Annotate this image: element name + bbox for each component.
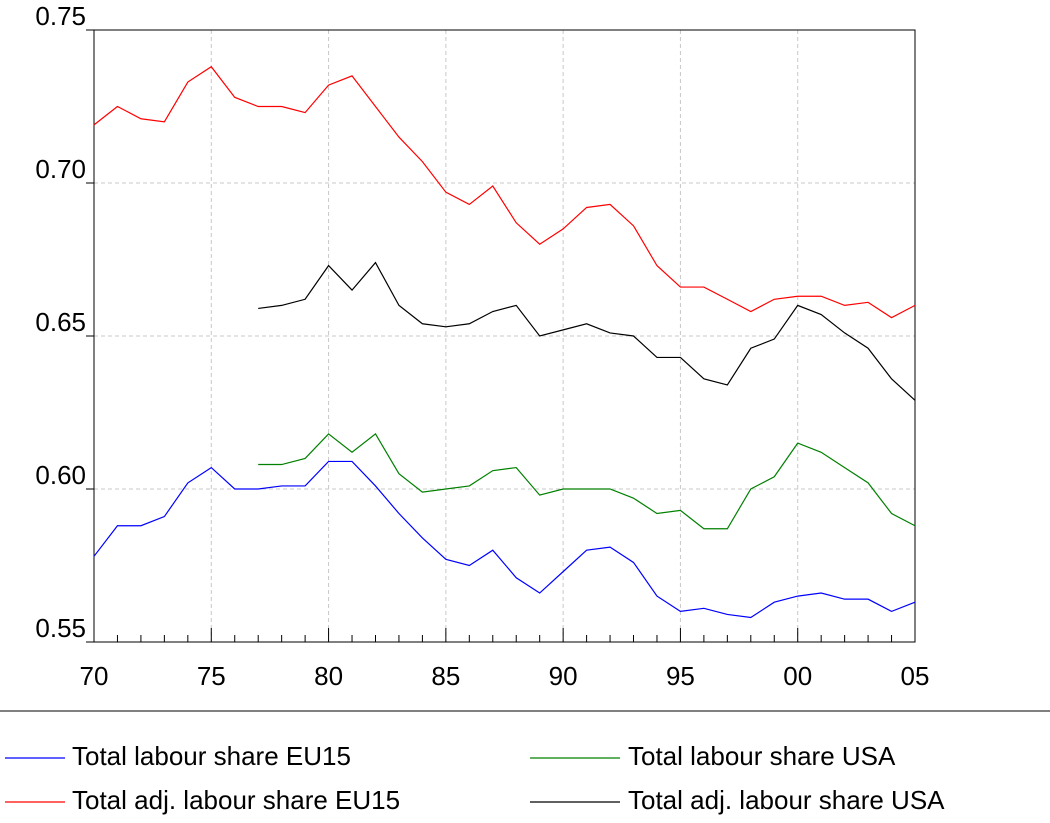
legend-label: Total labour share EU15 [72, 741, 351, 771]
y-tick-label: 0.60 [35, 460, 86, 490]
x-tick-label: 70 [80, 661, 109, 691]
plot-frame [93, 29, 916, 643]
y-tick-label: 0.55 [35, 613, 86, 643]
legend-label: Total adj. labour share USA [628, 785, 945, 815]
series-line [93, 65, 916, 319]
x-tick-label: 95 [666, 661, 695, 691]
legend-label: Total adj. labour share EU15 [72, 785, 400, 815]
y-tick-label: 0.65 [35, 307, 86, 337]
y-tick-label: 0.70 [35, 154, 86, 184]
series-line [93, 460, 916, 619]
x-tick-label: 00 [783, 661, 812, 691]
x-tick-label: 85 [431, 661, 460, 691]
x-tick-label: 75 [197, 661, 226, 691]
legend-label: Total labour share USA [628, 741, 896, 771]
x-tick-label: 90 [549, 661, 578, 691]
x-tick-label: 80 [314, 661, 343, 691]
x-tick-label: 05 [901, 661, 930, 691]
series-line [258, 261, 916, 401]
y-tick-label: 0.75 [35, 1, 86, 31]
series-line [258, 433, 916, 530]
